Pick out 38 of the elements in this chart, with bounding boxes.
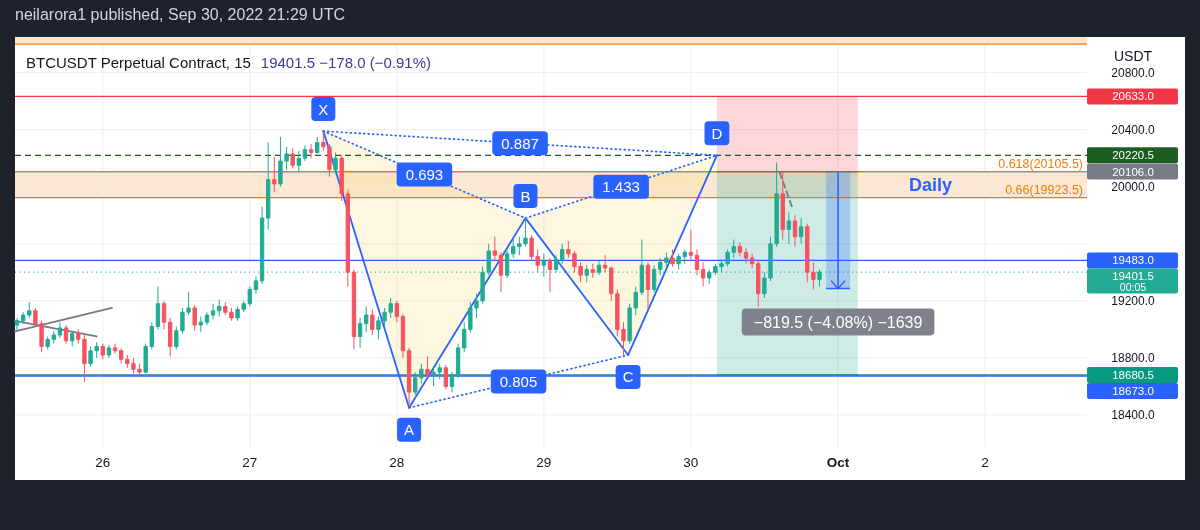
text: 00:05 xyxy=(1119,280,1147,293)
annotation: Daily xyxy=(908,175,952,196)
ref-line-label: 18673.0 xyxy=(1112,384,1154,397)
ref-line-label: 0.618(20105.5) xyxy=(998,156,1083,171)
y-tick-label: 20800.0 xyxy=(1111,65,1156,80)
x-tick-label: 29 xyxy=(536,455,552,470)
x-tick-label: Oct xyxy=(826,455,850,470)
y-axis-title: USDT xyxy=(1113,48,1153,64)
ref-line-label: 19483.0 xyxy=(1112,254,1154,267)
ref-line-label: 0.66(19923.5) xyxy=(1005,182,1083,197)
annotation: −819.5 (−4.08%) −1639 xyxy=(753,313,923,331)
y-tick-label: 20400.0 xyxy=(1111,123,1156,137)
annotation: 0.887 xyxy=(501,134,539,152)
annotation: X xyxy=(318,100,329,118)
annotation: C xyxy=(622,368,634,386)
x-tick-label: 28 xyxy=(389,455,405,470)
annotation: D xyxy=(711,124,723,142)
annotation: 1.433 xyxy=(602,178,640,196)
ref-line-label: 18680.5 xyxy=(1112,368,1154,381)
x-tick-label: 30 xyxy=(683,455,699,470)
text: neilarora1 published, Sep 30, 2022 21:29 UTC xyxy=(15,6,345,23)
y-tick-label: 20000.0 xyxy=(1111,180,1156,195)
x-tick-label: 26 xyxy=(95,455,111,470)
ref-line-label: 20106.0 xyxy=(1112,165,1154,178)
annotation: A xyxy=(404,421,415,439)
ref-line-label: 19401.5 xyxy=(1112,270,1154,283)
text: BTCUSDT Perpetual Contract, 15 xyxy=(26,54,251,71)
ref-line-label: 20633.0 xyxy=(1112,90,1154,103)
annotation: 0.805 xyxy=(499,372,538,390)
y-tick-label: 19200.0 xyxy=(1111,294,1156,309)
x-tick-label: 27 xyxy=(242,455,258,470)
ref-line-label: 20220.5 xyxy=(1112,149,1154,162)
text: 19401.5 −178.0 (−0.91%) xyxy=(260,54,431,71)
y-tick-label: 18400.0 xyxy=(1111,408,1156,423)
x-tick-label: 2 xyxy=(981,455,989,470)
annotation: B xyxy=(520,187,531,205)
y-tick-label: 18800.0 xyxy=(1111,351,1156,366)
annotation: 0.693 xyxy=(405,166,444,184)
